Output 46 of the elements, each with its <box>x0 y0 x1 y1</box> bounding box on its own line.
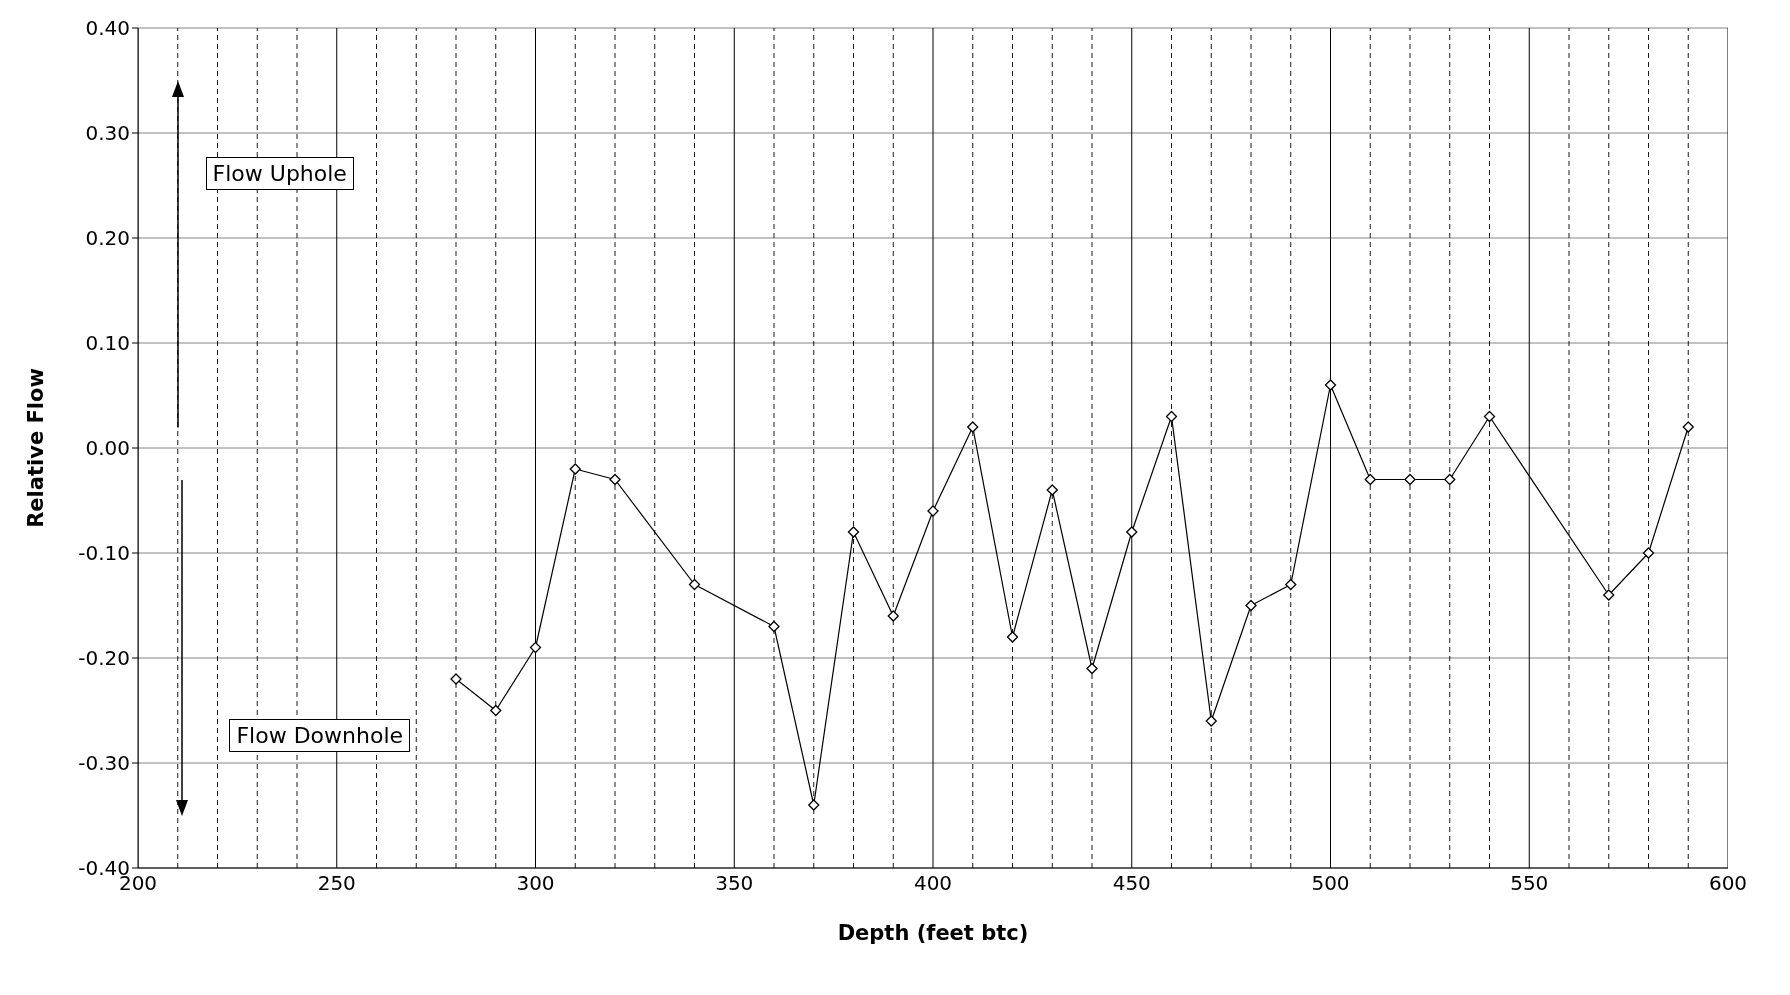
point <box>1324 379 1337 391</box>
x-tick-label: 600 <box>1708 871 1748 896</box>
point <box>1364 473 1376 486</box>
point <box>1444 473 1456 486</box>
point <box>688 578 701 591</box>
point <box>1483 410 1496 423</box>
point <box>768 620 780 633</box>
point <box>1285 578 1297 591</box>
point <box>1086 662 1098 675</box>
point <box>569 463 581 475</box>
point <box>1404 473 1416 486</box>
y-tick-label: 0.00 <box>85 436 130 461</box>
x-tick-label: 250 <box>317 871 356 896</box>
point <box>808 799 820 811</box>
annotation: Flow Uphole <box>205 157 354 190</box>
point <box>1006 631 1019 643</box>
point <box>1245 599 1257 612</box>
y-tick-label: 0.30 <box>85 121 130 146</box>
point <box>887 610 899 622</box>
point <box>529 641 542 654</box>
point <box>1642 547 1655 559</box>
y-tick-label: -0.30 <box>78 751 130 776</box>
x-tick-label: 400 <box>913 871 953 896</box>
point <box>847 526 860 538</box>
point <box>1165 410 1178 423</box>
point <box>967 421 979 433</box>
point <box>1205 715 1217 727</box>
x-axis-title: Depth (feet btc) <box>837 921 1029 945</box>
y-axis-title: Relative Flow <box>24 368 49 528</box>
point <box>1603 589 1615 601</box>
point <box>490 704 502 717</box>
y-tick-label: -0.20 <box>78 646 130 671</box>
x-tick-label: 550 <box>1510 871 1549 896</box>
y-tick-label: -0.10 <box>78 541 130 566</box>
x-tick-label: 450 <box>1112 871 1151 896</box>
annotation: Flow Downhole <box>229 718 411 752</box>
x-tick-label: 300 <box>516 871 555 896</box>
point <box>1682 421 1694 433</box>
point <box>1046 484 1058 496</box>
point <box>609 473 621 486</box>
x-tick-label: 350 <box>715 871 754 896</box>
y-tick-label: 0.10 <box>85 331 130 356</box>
y-tick-label: 0.40 <box>85 16 130 41</box>
y-tick-label: 0.20 <box>85 226 130 251</box>
point <box>1126 526 1138 538</box>
x-tick-label: 500 <box>1311 871 1350 896</box>
